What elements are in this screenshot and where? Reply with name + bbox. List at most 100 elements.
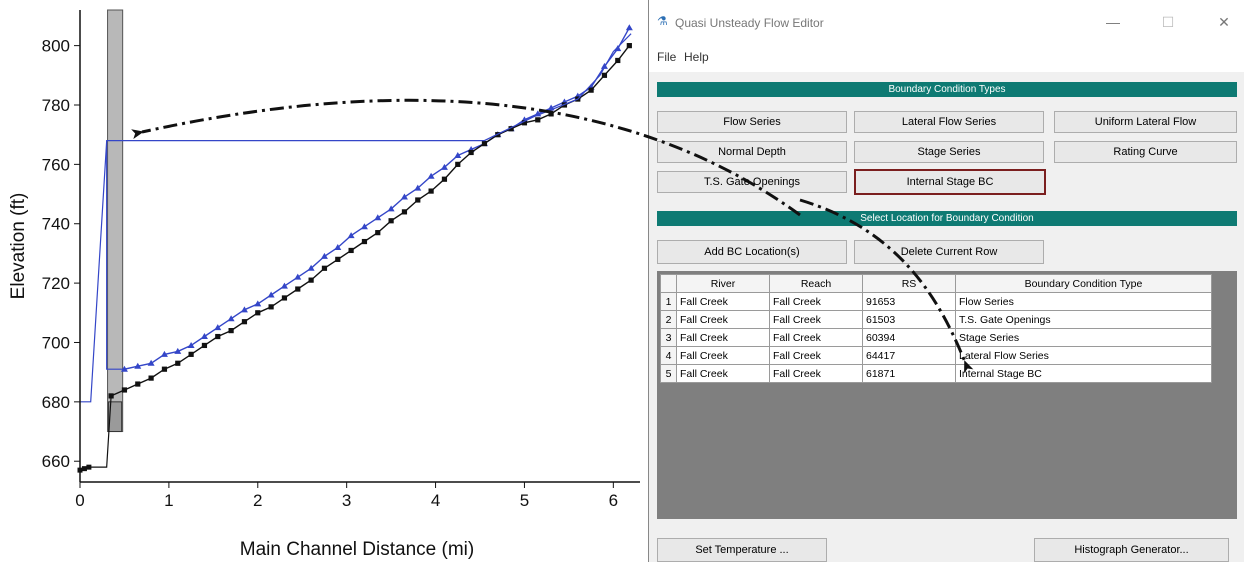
rs-cell[interactable]: 91653 [862, 292, 956, 311]
series-1-point [388, 218, 394, 224]
series-0-point [294, 273, 302, 280]
delete-current-row-button[interactable]: Delete Current Row [854, 240, 1044, 264]
series-0-point [174, 347, 182, 354]
table-row[interactable]: 4 Fall Creek Fall Creek 64417 Lateral Flow S… [660, 346, 1212, 365]
series-0-point [427, 172, 435, 179]
close-button[interactable]: ✕ [1218, 14, 1230, 30]
series-1-point [121, 387, 128, 393]
add-bc-location-button[interactable]: Add BC Location(s) [657, 240, 847, 264]
rs-cell[interactable]: 61503 [862, 310, 956, 329]
flow-series-button[interactable]: Flow Series [657, 111, 847, 133]
series-0-point [120, 365, 128, 372]
river-cell[interactable]: Fall Creek [676, 310, 770, 329]
bc-type-cell[interactable]: Stage Series [955, 328, 1212, 347]
col-river-header: River [676, 274, 770, 293]
rs-cell[interactable]: 64417 [862, 346, 956, 365]
lateral-flow-series-button[interactable]: Lateral Flow Series [854, 111, 1044, 133]
reach-cell[interactable]: Fall Creek [769, 292, 863, 311]
rs-cell[interactable]: 60394 [862, 328, 956, 347]
rating-curve-button[interactable]: Rating Curve [1054, 141, 1237, 163]
gate-block [108, 401, 123, 433]
row-index-cell: 4 [660, 346, 677, 365]
series-0-point [347, 232, 355, 239]
bc-types-header: Boundary Condition Types [657, 82, 1237, 97]
stage-series-button[interactable]: Stage Series [854, 141, 1044, 163]
river-cell[interactable]: Fall Creek [676, 346, 770, 365]
series-1-point [601, 72, 608, 78]
maximize-button[interactable]: ☐ [1161, 14, 1175, 30]
profile-plot: 0 1 2 3 4 5 6 660 680 700 720 740 760 780 800 Main Cha… [8, 9, 640, 560]
table-row[interactable]: 3 Fall Creek Fall Creek 60394 Stage Series [660, 328, 1212, 347]
x-tick-label: 5 [520, 491, 529, 510]
table-row[interactable]: 1 Fall Creek Fall Creek 91653 Flow Series [660, 292, 1212, 311]
series-line-0 [124, 27, 630, 370]
internal-stage-bc-button[interactable]: Internal Stage BC [854, 169, 1046, 195]
river-cell[interactable]: Fall Creek [676, 328, 770, 347]
uniform-lateral-flow-button[interactable]: Uniform Lateral Flow [1054, 111, 1237, 133]
series-1-point [321, 265, 328, 271]
x-tick-label: 3 [342, 491, 351, 510]
black-point [81, 466, 87, 472]
bc-type-cell[interactable]: Internal Stage BC [955, 364, 1212, 383]
series-1-point [588, 87, 594, 93]
series-1-point [308, 277, 314, 283]
x-tick-label: 0 [75, 491, 84, 510]
col-reach-header: Reach [769, 274, 863, 293]
y-axis-label: Elevation (ft) [8, 193, 29, 300]
reach-cell[interactable]: Fall Creek [769, 328, 863, 347]
bc-type-cell[interactable]: T.S. Gate Openings [955, 310, 1212, 329]
series-0-point [160, 350, 168, 357]
minimize-button[interactable]: — [1106, 14, 1120, 30]
menu-file[interactable]: File [657, 50, 677, 64]
y-tick-label: 780 [42, 96, 70, 115]
river-cell[interactable]: Fall Creek [676, 364, 770, 383]
series-0-point [134, 362, 142, 369]
series-0-point [214, 324, 222, 331]
series-1-point [481, 140, 488, 147]
set-temperature-button[interactable]: Set Temperature ... [657, 538, 827, 562]
rs-cell[interactable]: 61871 [862, 364, 956, 383]
series-0-point [280, 282, 288, 289]
x-axis-label: Main Channel Distance (mi) [240, 539, 474, 560]
series-0-point [147, 359, 155, 366]
river-cell[interactable]: Fall Creek [676, 292, 770, 311]
series-1-point [268, 304, 274, 310]
y-tick-label: 740 [42, 215, 70, 234]
series-0-point [625, 24, 633, 31]
y-tick-label: 680 [42, 393, 70, 412]
series-1-point [415, 197, 421, 203]
menu-bar: File Help [649, 44, 1244, 72]
bc-type-cell[interactable]: Lateral Flow Series [955, 346, 1212, 365]
ts-gate-openings-button[interactable]: T.S. Gate Openings [657, 171, 847, 193]
series-1-point [401, 209, 408, 215]
series-0-point [240, 306, 248, 313]
series-0-point [374, 214, 382, 221]
bc-type-cell[interactable]: Flow Series [955, 292, 1212, 311]
y-tick-label: 800 [42, 37, 70, 56]
menu-help[interactable]: Help [684, 50, 709, 64]
window-title: Quasi Unsteady Flow Editor [675, 16, 824, 30]
row-index-cell: 3 [660, 328, 677, 347]
table-row[interactable]: 2 Fall Creek Fall Creek 61503 T.S. Gate Open… [660, 310, 1212, 329]
y-tick-label: 720 [42, 274, 70, 293]
reach-cell[interactable]: Fall Creek [769, 346, 863, 365]
series-0-point [360, 223, 368, 230]
reach-cell[interactable]: Fall Creek [769, 364, 863, 383]
series-1-point [295, 286, 301, 292]
histograph-generator-button[interactable]: Histograph Generator... [1034, 538, 1229, 562]
col-rs-header: RS [862, 274, 956, 293]
row-index-cell: 1 [660, 292, 677, 311]
series-0-point [334, 243, 342, 250]
series-1-point [161, 366, 168, 372]
series-line-1 [110, 45, 630, 397]
hec-ras-icon: ⚗ [657, 14, 668, 28]
reach-cell[interactable]: Fall Creek [769, 310, 863, 329]
y-tick-label: 700 [42, 333, 70, 352]
row-index-cell: 2 [660, 310, 677, 329]
series-1-point [215, 333, 221, 340]
series-1-point [375, 230, 381, 236]
series-line-2 [80, 33, 632, 403]
row-index-cell: 5 [660, 364, 677, 383]
normal-depth-button[interactable]: Normal Depth [657, 141, 847, 163]
table-row[interactable]: 5 Fall Creek Fall Creek 61871 Internal Stage… [660, 364, 1212, 383]
